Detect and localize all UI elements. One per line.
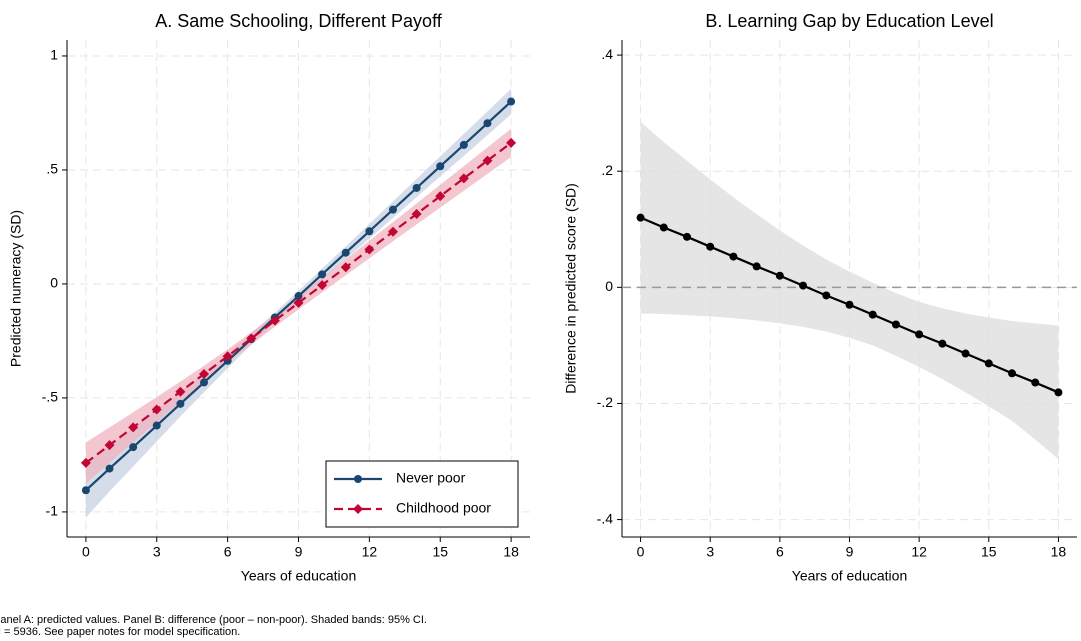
marker <box>81 486 90 495</box>
ci-band <box>85 88 512 518</box>
ci-band <box>640 121 1059 460</box>
marker <box>341 248 350 257</box>
marker <box>984 359 993 368</box>
x-tick-label: 15 <box>981 544 997 560</box>
marker <box>1008 369 1016 378</box>
marker <box>200 378 209 387</box>
marker <box>269 315 280 326</box>
marker <box>80 457 91 468</box>
marker <box>775 271 784 280</box>
marker <box>459 140 468 149</box>
marker <box>176 399 185 408</box>
marker <box>104 440 115 451</box>
marker <box>482 155 493 166</box>
y-tick-label: -1 <box>46 503 59 519</box>
marker <box>354 475 362 483</box>
y-tick-label: -.2 <box>597 394 614 410</box>
marker <box>294 292 303 301</box>
marker <box>105 464 114 473</box>
marker <box>729 252 738 261</box>
marker <box>246 333 257 344</box>
chart-title: B. Learning Gap by Education Level <box>705 11 993 31</box>
marker <box>915 330 924 339</box>
legend-label: Childhood poor <box>396 500 491 516</box>
marker <box>1054 388 1063 397</box>
chart-title: A. Same Schooling, Different Payoff <box>155 11 442 31</box>
marker <box>388 205 397 214</box>
x-tick-label: 12 <box>911 544 927 560</box>
marker <box>340 262 351 273</box>
marker <box>293 297 304 308</box>
marker <box>129 443 138 452</box>
marker <box>891 320 900 329</box>
marker <box>506 137 517 148</box>
marker <box>364 244 375 255</box>
marker <box>387 226 398 237</box>
x-tick-label: 0 <box>637 544 645 560</box>
y-tick-label: -.5 <box>42 389 59 405</box>
y-tick-label: 1 <box>50 47 58 63</box>
x-tick-label: 3 <box>153 544 161 560</box>
note: Panel A: predicted values. Panel B: diff… <box>0 614 427 626</box>
marker <box>868 310 877 319</box>
marker <box>365 227 374 236</box>
marker <box>636 213 645 222</box>
marker <box>412 183 421 192</box>
x-axis-title: Years of education <box>241 568 356 584</box>
marker <box>483 119 492 128</box>
x-tick-label: 18 <box>503 544 519 560</box>
marker <box>961 349 970 358</box>
y-tick-label: .4 <box>601 46 613 62</box>
y-tick-label: .2 <box>601 162 613 178</box>
marker <box>799 281 808 290</box>
legend-label: Never poor <box>396 470 466 486</box>
marker <box>507 97 516 106</box>
marker <box>411 208 422 219</box>
marker <box>458 173 469 184</box>
marker <box>436 162 445 171</box>
marker <box>752 262 761 271</box>
x-tick-label: 15 <box>432 544 448 560</box>
y-tick-label: .5 <box>46 161 58 177</box>
y-tick-label: 0 <box>50 275 58 291</box>
x-tick-label: 9 <box>846 544 854 560</box>
marker <box>706 242 715 251</box>
marker <box>222 351 233 362</box>
marker <box>938 339 947 348</box>
marker <box>152 421 161 430</box>
x-tick-label: 6 <box>776 544 784 560</box>
marker <box>128 422 139 433</box>
x-tick-label: 18 <box>1051 544 1067 560</box>
marker <box>822 291 831 300</box>
marker <box>353 504 363 514</box>
x-tick-label: 0 <box>82 544 90 560</box>
marker <box>845 300 854 309</box>
marker <box>435 191 446 202</box>
marker <box>1031 378 1040 387</box>
legend <box>325 460 519 528</box>
x-tick-label: 6 <box>224 544 232 560</box>
marker <box>683 232 691 241</box>
x-tick-label: 3 <box>706 544 714 560</box>
y-tick-label: -.4 <box>597 510 614 526</box>
y-tick-label: 0 <box>605 278 613 294</box>
note: N = 5936. See paper notes for model spec… <box>0 626 240 638</box>
y-axis-title: Predicted numeracy (SD) <box>8 210 24 367</box>
x-tick-label: 12 <box>362 544 378 560</box>
marker <box>199 368 210 379</box>
x-tick-label: 9 <box>295 544 303 560</box>
marker <box>151 404 162 415</box>
marker <box>317 280 328 291</box>
marker <box>175 386 186 397</box>
x-axis-title: Years of education <box>792 568 907 584</box>
marker <box>659 223 668 232</box>
y-axis-title: Difference in predicted score (SD) <box>563 183 579 394</box>
marker <box>318 270 327 279</box>
